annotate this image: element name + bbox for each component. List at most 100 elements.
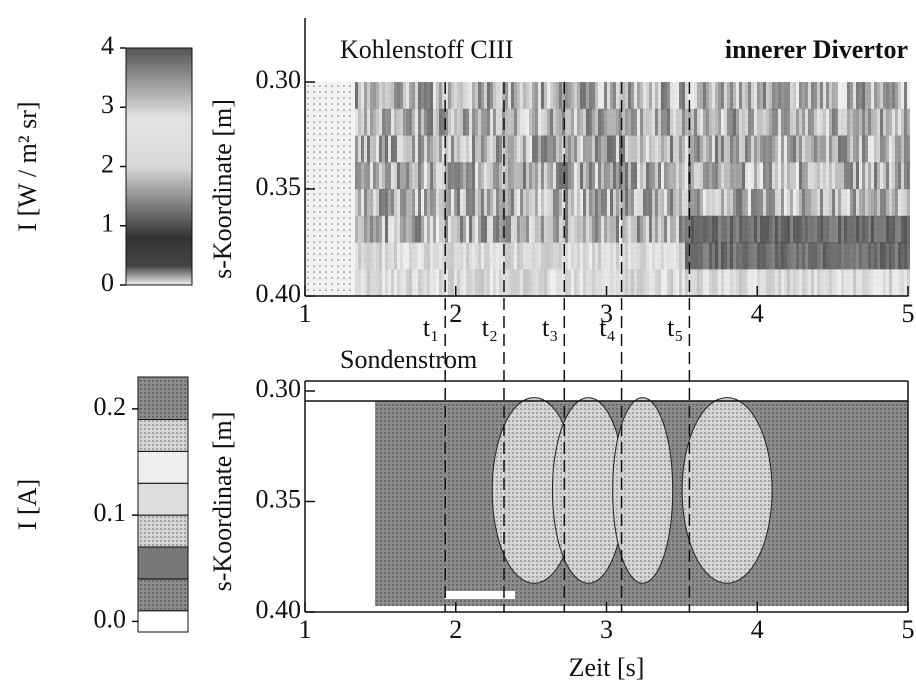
- field-cell: [568, 242, 571, 271]
- field-cell: [556, 135, 559, 164]
- field-cell: [739, 189, 742, 217]
- field-cell: [664, 135, 667, 164]
- x-tick-label: 4: [751, 299, 764, 328]
- field-cell: [439, 215, 442, 244]
- chart-title: Sondenstrom: [340, 345, 477, 374]
- field-cell: [406, 215, 409, 244]
- field-cell: [637, 189, 640, 217]
- field-cell: [799, 135, 802, 164]
- field-cell: [655, 135, 658, 164]
- field-cell: [826, 189, 829, 217]
- field-cell: [406, 135, 409, 164]
- field-cell: [799, 108, 802, 137]
- field-cell: [727, 215, 730, 244]
- field-cell: [481, 269, 484, 297]
- field-cell: [628, 242, 631, 271]
- field-cell: [697, 189, 700, 217]
- field-cell: [499, 269, 502, 297]
- field-cell: [421, 269, 424, 297]
- field-cell: [538, 162, 541, 190]
- field-cell: [547, 269, 550, 297]
- field-cell: [421, 135, 424, 164]
- x-tick-label: 2: [449, 299, 462, 328]
- field-cell: [835, 135, 838, 164]
- field-cell: [685, 189, 688, 217]
- field-cell: [601, 82, 604, 110]
- field-cell: [490, 82, 493, 110]
- field-cell: [811, 242, 814, 271]
- field-cell: [697, 82, 700, 110]
- field-cell: [370, 215, 373, 244]
- field-cell: [661, 135, 664, 164]
- field-cell: [394, 215, 397, 244]
- field-cell: [655, 162, 658, 190]
- field-cell: [454, 215, 457, 244]
- field-cell: [778, 269, 781, 297]
- field-cell: [856, 269, 859, 297]
- field-cell: [376, 242, 379, 271]
- field-cell: [586, 82, 589, 110]
- field-cell: [484, 189, 487, 217]
- field-cell: [364, 135, 367, 164]
- field-cell: [379, 242, 382, 271]
- field-cell: [502, 135, 505, 164]
- field-cell: [520, 135, 523, 164]
- field-cell: [829, 162, 832, 190]
- field-cell: [640, 135, 643, 164]
- field-cell: [391, 162, 394, 190]
- field-cell: [769, 82, 772, 110]
- field-cell: [562, 82, 565, 110]
- field-cell: [802, 108, 805, 137]
- field-cell: [823, 135, 826, 164]
- field-cell: [370, 189, 373, 217]
- field-cell: [691, 215, 694, 244]
- field-cell: [586, 135, 589, 164]
- field-cell: [802, 135, 805, 164]
- field-cell: [745, 162, 748, 190]
- field-cell: [523, 162, 526, 190]
- field-cell: [907, 242, 910, 271]
- field-cell: [721, 82, 724, 110]
- field-cell: [589, 189, 592, 217]
- field-cell: [628, 269, 631, 297]
- field-cell: [472, 242, 475, 271]
- field-cell: [850, 162, 853, 190]
- field-cell: [658, 135, 661, 164]
- field-cell: [679, 162, 682, 190]
- field-cell: [469, 215, 472, 244]
- field-cell: [538, 189, 541, 217]
- field-cell: [535, 269, 538, 297]
- field-cell: [658, 269, 661, 297]
- field-cell: [898, 242, 901, 271]
- field-cell: [640, 189, 643, 217]
- field-cell: [874, 242, 877, 271]
- field-cell: [838, 82, 841, 110]
- field-cell: [904, 242, 907, 271]
- field-cell: [469, 269, 472, 297]
- field-cell: [628, 82, 631, 110]
- field-cell: [895, 215, 898, 244]
- field-cell: [820, 108, 823, 137]
- field-cell: [691, 162, 694, 190]
- field-cell: [505, 135, 508, 164]
- field-cell: [532, 189, 535, 217]
- field-cell: [496, 82, 499, 110]
- field-cell: [550, 108, 553, 137]
- field-cell: [496, 189, 499, 217]
- field-cell: [772, 189, 775, 217]
- field-cell: [841, 108, 844, 137]
- field-cell: [802, 269, 805, 297]
- field-cell: [433, 135, 436, 164]
- field-cell: [661, 162, 664, 190]
- field-cell: [859, 162, 862, 190]
- field-cell: [832, 82, 835, 110]
- field-cell: [775, 269, 778, 297]
- field-cell: [790, 269, 793, 297]
- field-cell: [904, 108, 907, 137]
- field-cell: [418, 242, 421, 271]
- field-cell: [451, 135, 454, 164]
- field-cell: [613, 82, 616, 110]
- field-cell: [649, 162, 652, 190]
- field-cell: [649, 108, 652, 137]
- field-cell: [664, 215, 667, 244]
